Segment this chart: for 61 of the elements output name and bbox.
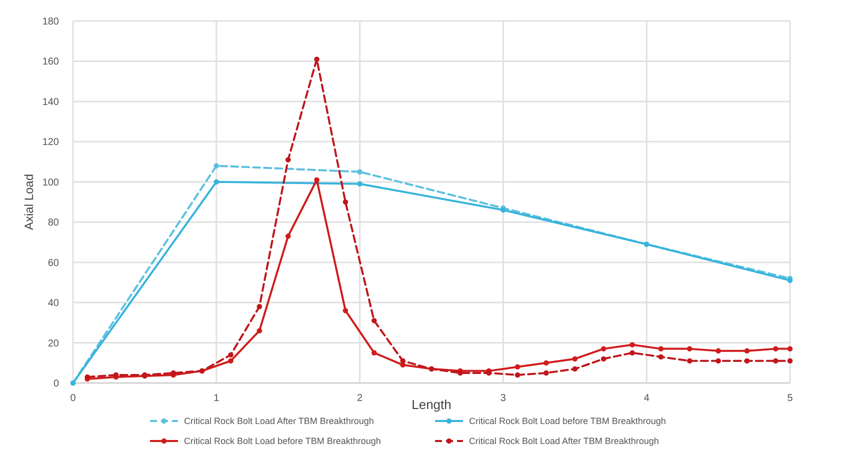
point — [572, 366, 578, 372]
point — [514, 372, 520, 378]
legend-label: Critical Rock Bolt Load before TBM Breakthrough — [469, 416, 666, 426]
point — [658, 354, 664, 360]
point — [630, 350, 635, 356]
point — [214, 179, 220, 185]
y-tick-label: 20 — [48, 338, 60, 350]
x-tick-label: 5 — [787, 393, 794, 404]
y-tick-label: 120 — [42, 137, 60, 148]
legend-label: Critical Rock Bolt Load before TBM Breakthrough — [184, 436, 381, 446]
point — [600, 356, 606, 362]
point — [214, 163, 220, 168]
y-tick-label: 40 — [48, 298, 60, 310]
point — [773, 358, 778, 364]
point — [285, 157, 291, 162]
point — [686, 358, 692, 364]
point — [544, 360, 549, 366]
point — [686, 346, 692, 352]
y-tick-label: 100 — [42, 177, 60, 188]
point — [314, 177, 320, 183]
y-axis-title: Axial Load — [22, 174, 36, 230]
y-tick-label: 160 — [42, 56, 60, 68]
point — [600, 346, 606, 352]
legend-label: Critical Rock Bolt Load After TBM Breakthrough — [184, 416, 374, 426]
point — [342, 199, 348, 205]
point — [787, 358, 793, 364]
point — [787, 346, 793, 352]
x-tick-label: 2 — [357, 393, 364, 404]
y-tick-label: 60 — [48, 258, 60, 269]
legend-label: Critical Rock Bolt Load After TBM Breakthrough — [469, 436, 659, 446]
point — [357, 169, 362, 174]
point — [544, 370, 549, 376]
y-tick-label: 0 — [53, 378, 60, 390]
point — [285, 234, 291, 239]
x-tick-label: 4 — [644, 393, 650, 404]
point — [256, 304, 262, 310]
y-tick-label: 180 — [42, 16, 60, 28]
x-tick-label: 3 — [500, 393, 506, 404]
point — [371, 350, 377, 356]
point — [630, 342, 635, 348]
point — [773, 346, 778, 352]
y-tick-label: 80 — [48, 218, 60, 229]
x-axis-title: Length — [412, 397, 452, 412]
point — [314, 56, 320, 62]
point — [572, 356, 578, 362]
point — [371, 318, 377, 324]
point — [514, 364, 520, 370]
point — [716, 348, 721, 354]
point — [744, 358, 750, 364]
x-tick-label: 0 — [70, 393, 76, 404]
point — [658, 346, 664, 352]
point — [357, 181, 362, 187]
point — [400, 358, 406, 364]
point — [342, 308, 348, 314]
point — [716, 358, 721, 364]
point — [744, 348, 750, 354]
point — [228, 358, 234, 364]
y-tick-label: 140 — [42, 96, 60, 108]
x-tick-label: 1 — [214, 393, 220, 404]
point — [228, 352, 234, 358]
point — [256, 328, 262, 334]
